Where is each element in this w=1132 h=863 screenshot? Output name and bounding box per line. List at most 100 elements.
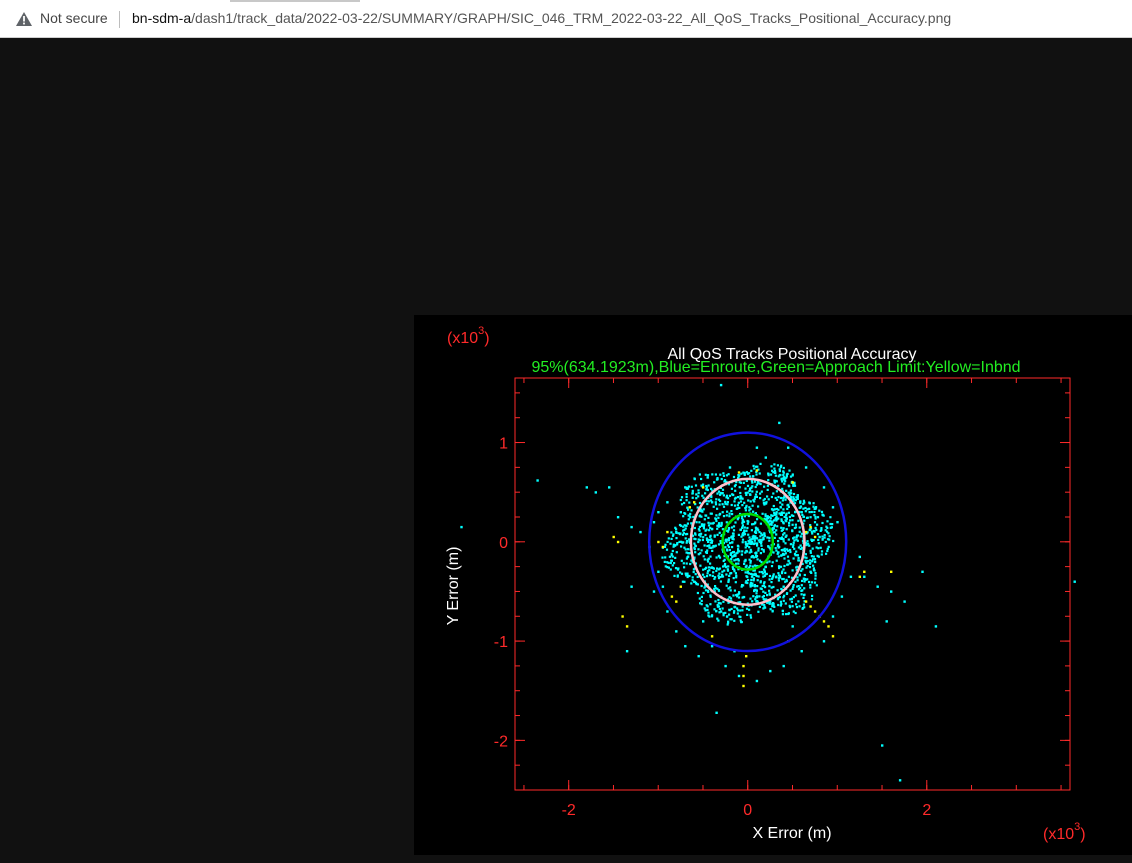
cloud-point xyxy=(798,530,801,533)
url-field[interactable]: bn-sdm-a/dash1/track_data/2022-03-22/SUM… xyxy=(132,10,951,26)
cloud-point xyxy=(732,532,735,535)
cloud-point xyxy=(686,572,689,575)
cloud-point xyxy=(773,508,776,511)
cloud-point xyxy=(768,585,771,588)
cloud-point xyxy=(783,564,786,568)
cloud-point xyxy=(747,514,750,518)
cloud-point xyxy=(746,472,749,475)
cloud-point xyxy=(793,526,796,530)
cloud-point xyxy=(801,513,804,516)
cloud-point xyxy=(686,575,689,579)
scatter-point xyxy=(594,491,597,494)
warning-triangle-icon[interactable] xyxy=(15,11,33,27)
cloud-point xyxy=(683,512,686,515)
security-status-label[interactable]: Not secure xyxy=(40,10,108,26)
cloud-point xyxy=(749,585,752,588)
scatter-point xyxy=(639,530,642,534)
cloud-point xyxy=(698,473,701,476)
cloud-point xyxy=(748,536,751,539)
cloud-point xyxy=(803,600,806,603)
cloud-point xyxy=(768,589,771,592)
scatter-point xyxy=(881,744,884,747)
plot-frame xyxy=(514,377,1071,791)
cloud-point xyxy=(736,612,739,615)
cloud-point xyxy=(741,518,745,521)
cloud-point xyxy=(811,532,814,535)
cloud-point xyxy=(740,517,744,520)
cloud-point xyxy=(686,574,689,577)
cloud-point xyxy=(725,584,728,587)
cloud-point xyxy=(739,500,743,503)
cloud-point xyxy=(732,567,735,570)
cloud-point xyxy=(728,608,731,611)
scatter-point xyxy=(809,605,812,608)
cloud-point xyxy=(736,607,739,610)
cloud-point xyxy=(801,607,804,610)
cloud-point xyxy=(768,523,771,526)
cloud-point xyxy=(814,526,817,529)
cloud-point xyxy=(705,537,708,540)
cloud-point xyxy=(706,560,710,563)
cloud-point xyxy=(661,556,664,559)
cloud-point xyxy=(782,476,785,479)
cloud-point xyxy=(800,593,803,596)
cloud-point xyxy=(790,498,793,501)
cloud-point xyxy=(706,474,710,477)
cloud-point xyxy=(680,559,683,562)
y-axis-label: Y Error (m) xyxy=(445,547,462,626)
cloud-point xyxy=(685,551,688,554)
cloud-point xyxy=(777,603,780,607)
cloud-point xyxy=(676,542,679,545)
cloud-point xyxy=(770,586,773,589)
cloud-point xyxy=(767,520,770,523)
cloud-point xyxy=(786,507,789,510)
cloud-point xyxy=(821,521,824,525)
cloud-point xyxy=(782,473,785,477)
cloud-point xyxy=(696,575,699,578)
cloud-point xyxy=(812,558,815,561)
cloud-point xyxy=(748,487,752,490)
cloud-point xyxy=(795,550,798,553)
cloud-point xyxy=(706,544,709,548)
cloud-point xyxy=(792,584,795,587)
cloud-point xyxy=(713,535,716,538)
cloud-point xyxy=(762,590,765,593)
cloud-point xyxy=(754,596,757,599)
cloud-point xyxy=(758,595,761,598)
cloud-point xyxy=(722,612,725,615)
cloud-point xyxy=(707,538,710,541)
cloud-point xyxy=(697,548,700,551)
cloud-point xyxy=(723,569,726,572)
scatter-point xyxy=(666,610,669,613)
cloud-point xyxy=(691,492,694,495)
cloud-point xyxy=(719,491,722,495)
cloud-point xyxy=(769,517,772,520)
cloud-point xyxy=(734,483,737,486)
cloud-point xyxy=(731,555,734,559)
cloud-point xyxy=(791,523,794,526)
cloud-point xyxy=(750,540,754,543)
cloud-point xyxy=(763,535,766,538)
cloud-point xyxy=(741,609,744,612)
cloud-point xyxy=(776,598,779,601)
cloud-point xyxy=(779,506,782,509)
scatter-point xyxy=(755,679,759,683)
cloud-point xyxy=(768,593,771,596)
cloud-point xyxy=(708,546,711,549)
cloud-point xyxy=(700,524,703,527)
cloud-point xyxy=(720,523,723,526)
cloud-point xyxy=(781,499,784,502)
cloud-point xyxy=(801,562,804,565)
cloud-point xyxy=(775,490,778,493)
cloud-point xyxy=(792,500,795,503)
cloud-point xyxy=(731,566,734,569)
scatter-point xyxy=(742,684,745,688)
cloud-point xyxy=(729,597,733,600)
cloud-point xyxy=(691,489,694,492)
cloud-point xyxy=(674,526,677,529)
cloud-point xyxy=(808,562,812,565)
cloud-point xyxy=(795,568,798,571)
cloud-point xyxy=(703,607,706,610)
scatter-point xyxy=(661,545,665,549)
cloud-point xyxy=(758,472,761,475)
